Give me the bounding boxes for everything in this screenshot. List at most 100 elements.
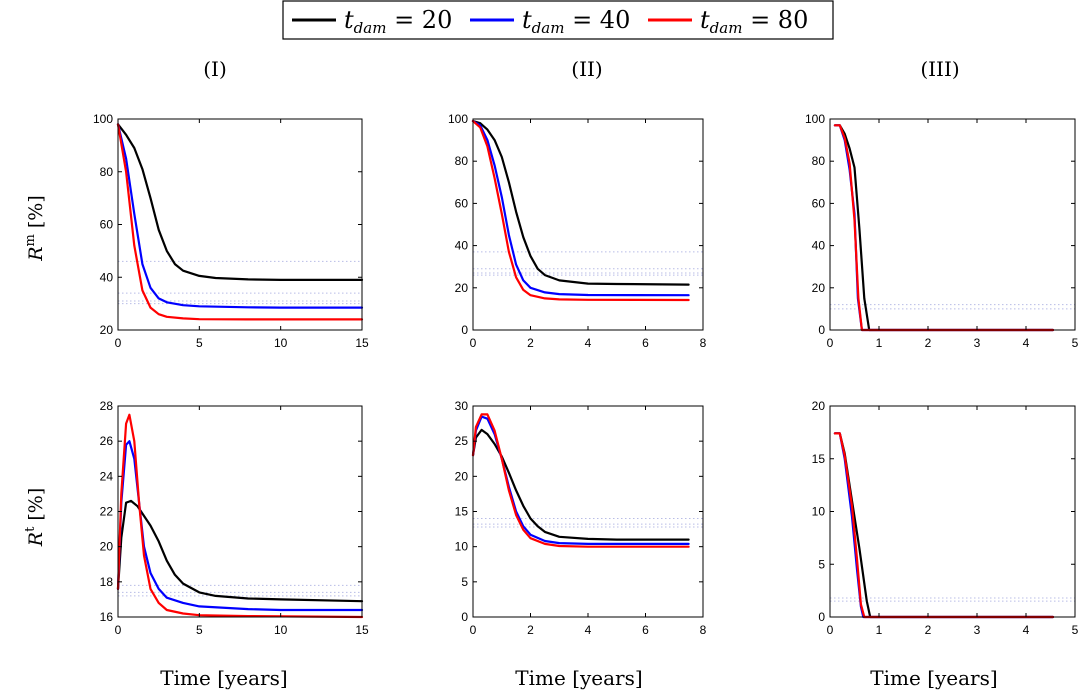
- row-label-unit: [%]: [25, 195, 47, 234]
- y-tick-label: 60: [812, 196, 826, 210]
- y-tick-label: 15: [812, 452, 826, 466]
- series-line: [471, 413, 690, 548]
- row-label-sup: m: [23, 234, 38, 246]
- y-tick-label: 40: [455, 239, 469, 253]
- series-line: [471, 415, 690, 545]
- x-tick-label: 2: [925, 623, 932, 637]
- series-line: [833, 432, 1055, 619]
- series-line: [833, 124, 1055, 332]
- y-tick-label: 20: [100, 540, 114, 554]
- svg-text:tdam = 80: tdam = 80: [700, 6, 808, 37]
- legend-var: t: [700, 6, 710, 34]
- x-tick-label: 0: [827, 336, 834, 350]
- svg-text:tdam = 20: tdam = 20: [344, 6, 452, 37]
- row-label-unit: [%]: [25, 488, 47, 527]
- x-tick-label: 2: [527, 336, 534, 350]
- legend-rest: = 80: [742, 6, 808, 34]
- x-tick-label: 5: [196, 623, 203, 637]
- y-tick-label: 24: [100, 469, 114, 483]
- y-tick-label: 15: [455, 505, 469, 519]
- y-tick-label: 26: [100, 434, 114, 448]
- x-tick-label: 0: [827, 623, 834, 637]
- y-tick-label: 20: [455, 469, 469, 483]
- panel-III-t: 0 1 2 3 4 5 0 5 10 15 20: [812, 399, 1079, 637]
- series-line: [116, 440, 364, 612]
- legend-entry-1: tdam = 20: [292, 6, 452, 37]
- x-tick-label: 0: [115, 336, 122, 350]
- y-tick-label: 20: [100, 323, 114, 337]
- series-line: [471, 428, 690, 541]
- legend-box: [282, 0, 834, 40]
- legend-var: t: [522, 6, 532, 34]
- y-tick-label: 0: [461, 610, 468, 624]
- series-line: [833, 432, 1055, 619]
- x-tick-label: 3: [974, 336, 981, 350]
- panel-II-t: 0 2 4 6 8 0 5 10 15 20 25 30: [455, 399, 707, 637]
- legend-entry-2: tdam = 40: [470, 6, 630, 37]
- x-tick-label: 0: [115, 623, 122, 637]
- y-tick-label: 40: [100, 270, 114, 284]
- y-tick-label: 22: [100, 505, 114, 519]
- column-title-3: (III): [920, 57, 959, 81]
- x-tick-label: 4: [1023, 623, 1030, 637]
- x-tick-label: 0: [470, 336, 477, 350]
- y-tick-label: 20: [812, 399, 826, 413]
- y-tick-label: 28: [100, 399, 114, 413]
- y-tick-label: 20: [455, 281, 469, 295]
- x-tick-label: 4: [1023, 336, 1030, 350]
- legend-sub: dam: [354, 19, 387, 37]
- y-tick-label: 80: [812, 154, 826, 168]
- y-tick-label: 5: [818, 557, 825, 571]
- legend-sub: dam: [532, 19, 565, 37]
- series-line: [471, 120, 690, 297]
- y-tick-label: 100: [448, 112, 468, 126]
- svg-text:tdam = 40: tdam = 40: [522, 6, 630, 37]
- column-title-1: (I): [203, 57, 227, 81]
- x-tick-label: 15: [355, 336, 369, 350]
- y-tick-label: 18: [100, 575, 114, 589]
- y-tick-label: 100: [93, 112, 113, 126]
- x-tick-label: 10: [274, 623, 288, 637]
- series-line: [471, 120, 690, 286]
- plot-frame: [829, 405, 1076, 618]
- series-line: [833, 124, 1055, 332]
- series-line: [833, 124, 1055, 332]
- row-label-rt: Rt [%]: [23, 488, 47, 547]
- y-tick-label: 40: [812, 239, 826, 253]
- x-tick-label: 2: [925, 336, 932, 350]
- x-tick-label: 5: [1072, 623, 1079, 637]
- series-line: [833, 432, 1055, 619]
- x-tick-label: 15: [355, 623, 369, 637]
- y-tick-label: 20: [812, 281, 826, 295]
- y-tick-label: 0: [818, 323, 825, 337]
- x-axis-label-2: Time [years]: [515, 666, 642, 690]
- x-tick-label: 10: [274, 336, 288, 350]
- y-tick-label: 30: [455, 399, 469, 413]
- x-tick-label: 5: [1072, 336, 1079, 350]
- column-title-2: (II): [571, 57, 602, 81]
- y-tick-label: 60: [100, 218, 114, 232]
- series-line: [116, 413, 364, 619]
- legend-sub: dam: [710, 19, 743, 37]
- panel-I-t: 0 5 10 15 16 18 20 22 24 26 28: [100, 399, 369, 637]
- series-line: [471, 120, 690, 302]
- x-tick-label: 1: [876, 336, 883, 350]
- plot-frame: [117, 118, 363, 331]
- x-tick-label: 5: [196, 336, 203, 350]
- y-tick-label: 10: [812, 505, 826, 519]
- x-tick-label: 8: [700, 336, 707, 350]
- row-label-rm: Rm [%]: [23, 195, 47, 262]
- row-label-main: R: [25, 246, 47, 261]
- x-tick-label: 6: [642, 336, 649, 350]
- row-label-sup: t: [23, 526, 38, 532]
- panel-III-m: 0 1 2 3 4 5 0 20 40 60 80 100: [805, 112, 1079, 350]
- y-tick-label: 5: [461, 575, 468, 589]
- y-tick-label: 80: [100, 165, 114, 179]
- y-tick-label: 25: [455, 434, 469, 448]
- panel-I-m: 0 5 10 15 20 40 60 80 100: [93, 112, 369, 350]
- y-tick-label: 100: [805, 112, 825, 126]
- legend-rest: = 40: [564, 6, 630, 34]
